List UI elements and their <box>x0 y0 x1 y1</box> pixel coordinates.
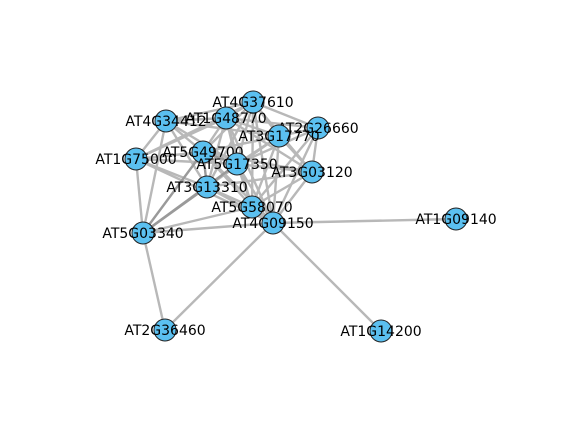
node-at5g49700: AT5G49700 <box>162 140 244 164</box>
node-circle <box>195 175 219 199</box>
edge-at3g03120-at3g13310 <box>205 170 314 189</box>
node-label: AT5G49700 <box>162 145 243 161</box>
node-circle <box>154 109 178 133</box>
edge-at3g17770-at5g49700 <box>201 134 281 154</box>
node-circle <box>241 90 265 114</box>
edge-at4g09150-at2g36460 <box>163 221 275 332</box>
edge-at4g09150-at5g03340 <box>141 221 275 235</box>
node-at2g36460: AT2G36460 <box>124 318 206 342</box>
node-at1g09140: AT1G09140 <box>415 207 497 231</box>
edge-at3g03120-at5g58070 <box>250 170 314 209</box>
node-circle <box>214 106 238 130</box>
node-label: AT5G17350 <box>196 157 277 173</box>
edge-at3g13310-at4g09150 <box>205 185 275 225</box>
node-label: AT3G03120 <box>271 165 352 181</box>
node-label: AT4G34412 <box>125 114 206 130</box>
node-circle <box>240 195 264 219</box>
node-circle <box>300 160 324 184</box>
edge-at1g48770-at3g13310 <box>205 116 228 189</box>
edge-at4g37610-at3g13310 <box>205 100 255 189</box>
node-label: AT2G26660 <box>277 121 358 137</box>
edge-at1g48770-at1g75000 <box>134 116 228 161</box>
edge-at5g49700-at5g03340 <box>141 150 205 235</box>
node-label: AT2G36460 <box>124 323 205 339</box>
node-circle <box>225 152 249 176</box>
node-at1g48770: AT1G48770 <box>185 106 267 130</box>
edge-at3g13310-at5g03340 <box>141 185 209 235</box>
node-label: AT1G75000 <box>95 152 176 168</box>
edge-at5g03340-at2g36460 <box>141 231 167 332</box>
node-circle <box>191 140 215 164</box>
edge-at1g75000-at5g17350 <box>134 157 239 166</box>
edge-at5g17350-at3g03120 <box>235 162 314 174</box>
node-circle <box>131 221 155 245</box>
node-label: AT3G17770 <box>238 129 319 145</box>
edge-at4g09150-at1g14200 <box>271 221 383 333</box>
node-at5g03340: AT5G03340 <box>102 221 184 245</box>
node-label: AT3G13310 <box>166 180 247 196</box>
node-circle <box>267 124 291 148</box>
node-at4g09150: AT4G09150 <box>232 211 314 235</box>
node-at4g37610: AT4G37610 <box>212 90 294 114</box>
edge-at1g48770-at2g26660 <box>224 116 320 130</box>
node-circle <box>444 207 468 231</box>
edge-at4g34412-at5g03340 <box>141 119 168 235</box>
edge-at5g49700-at3g03120 <box>201 150 314 174</box>
node-circle <box>124 147 148 171</box>
edge-at1g48770-at4g09150 <box>224 116 275 225</box>
edge-at4g37610-at2g26660 <box>251 100 320 130</box>
edge-at4g37610-at4g34412 <box>164 100 255 123</box>
node-at1g75000: AT1G75000 <box>95 147 177 171</box>
node-circle <box>153 318 177 342</box>
edge-at1g75000-at5g03340 <box>134 157 145 235</box>
node-at1g14200: AT1G14200 <box>340 319 422 343</box>
node-at3g03120: AT3G03120 <box>271 160 353 184</box>
edge-at3g17770-at4g09150 <box>271 134 281 225</box>
node-circle <box>369 319 393 343</box>
node-at5g17350: AT5G17350 <box>196 152 278 176</box>
node-label: AT4G09150 <box>232 216 313 232</box>
node-label: AT5G03340 <box>102 226 183 242</box>
node-layer: AT4G37610AT4G34412AT1G48770AT2G26660AT3G… <box>95 90 497 343</box>
node-circle <box>261 211 285 235</box>
node-circle <box>306 116 330 140</box>
node-label: AT5G58070 <box>211 200 292 216</box>
node-at4g34412: AT4G34412 <box>125 109 207 133</box>
node-label: AT1G14200 <box>340 324 421 340</box>
node-label: AT1G09140 <box>415 212 496 228</box>
edge-at5g58070-at5g03340 <box>141 205 254 235</box>
node-label: AT1G48770 <box>185 111 266 127</box>
edge-at5g17350-at4g09150 <box>235 162 275 225</box>
node-at3g17770: AT3G17770 <box>238 124 320 148</box>
node-at3g13310: AT3G13310 <box>166 175 248 199</box>
edge-at1g48770-at3g03120 <box>224 116 314 174</box>
node-label: AT4G37610 <box>212 95 293 111</box>
edge-at4g09150-at1g09140 <box>271 217 458 225</box>
node-at2g26660: AT2G26660 <box>277 116 359 140</box>
